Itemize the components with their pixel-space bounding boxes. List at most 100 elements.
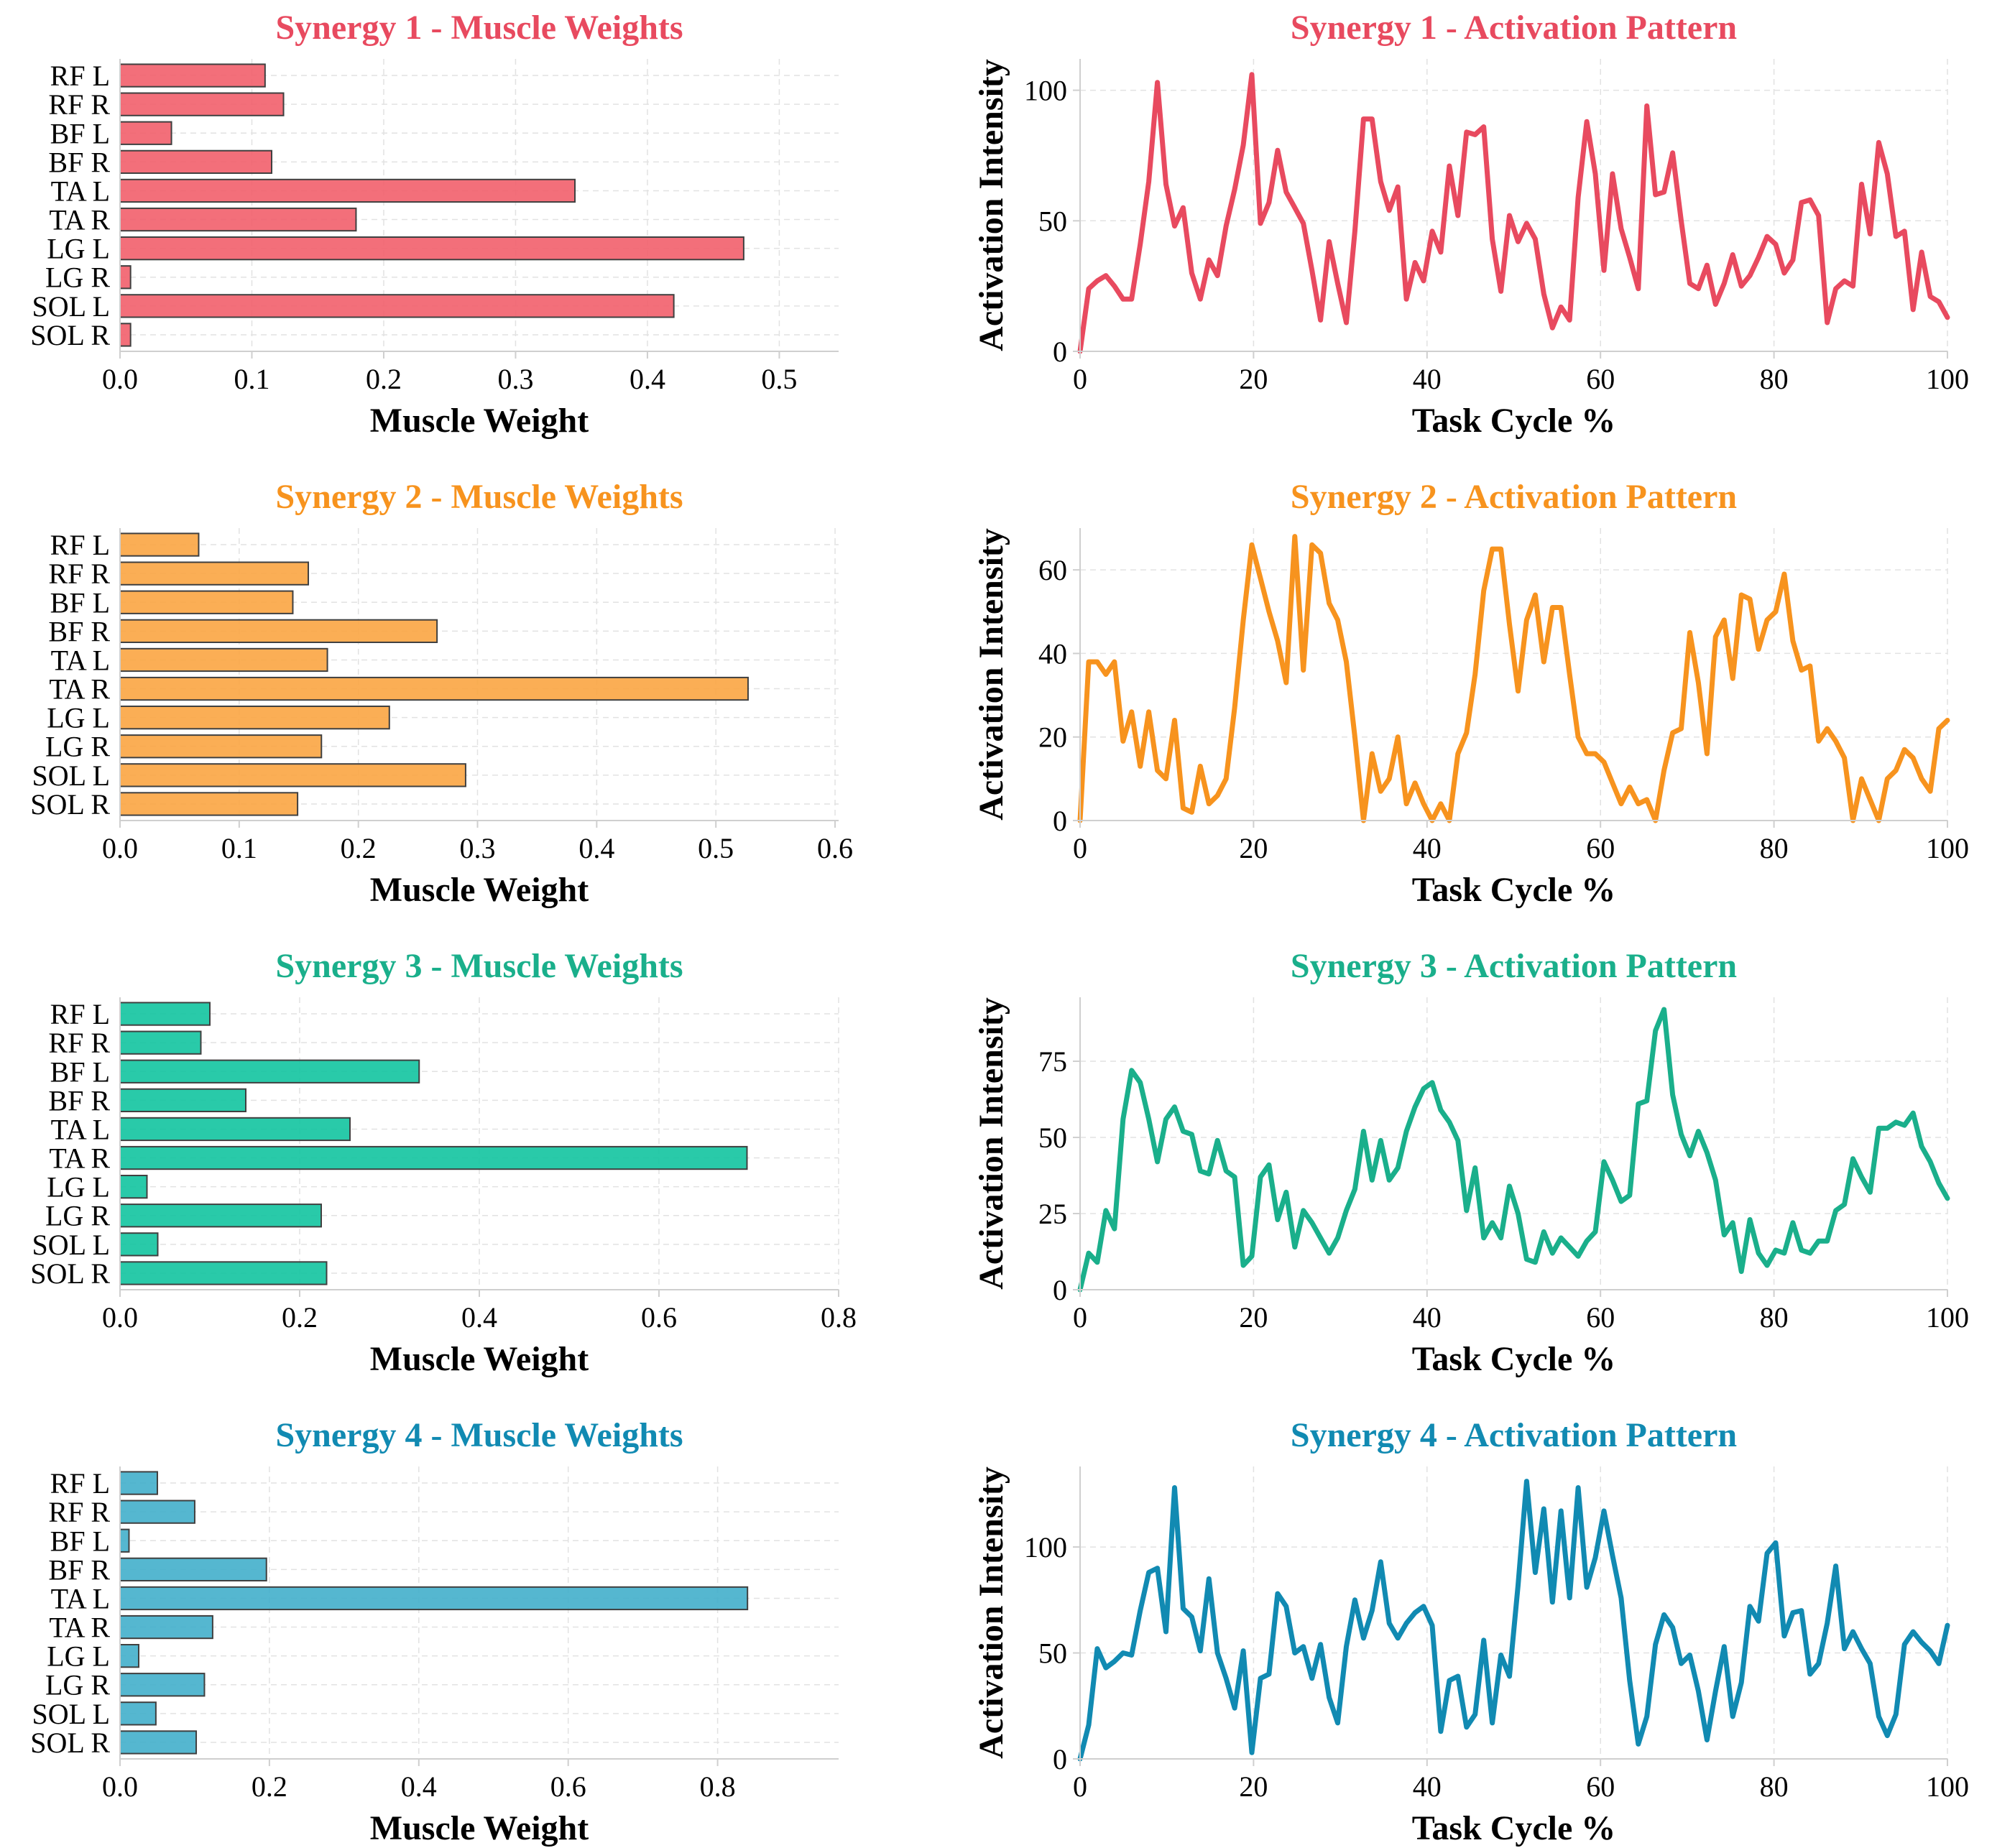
- x-tick-label: 40: [1413, 1770, 1442, 1803]
- panel-title: Synergy 1 - Muscle Weights: [275, 9, 683, 47]
- bar-ta-l: [120, 180, 575, 202]
- x-axis-label: Task Cycle %: [1412, 402, 1616, 440]
- x-tick-label: 40: [1413, 832, 1442, 864]
- bar-rf-l: [120, 1472, 157, 1494]
- y-tick-label: SOL R: [30, 788, 110, 821]
- y-tick-label: SOL R: [30, 319, 110, 351]
- bar-ta-r: [120, 1147, 747, 1169]
- bar-lg-l: [120, 237, 744, 259]
- y-tick-label: LG R: [45, 731, 110, 763]
- activation-panel-4: 0 20 40 60 80 100 0 50 100 Synergy 4 - Activation…: [972, 1416, 1969, 1847]
- bar-rf-l: [120, 1002, 210, 1025]
- x-tick-label: 20: [1239, 363, 1268, 395]
- x-tick-label: 0.0: [102, 363, 138, 395]
- bar-bf-r: [120, 1558, 267, 1581]
- x-tick-label: 0.0: [102, 832, 138, 864]
- y-axis-label: Activation Intensity: [972, 528, 1010, 821]
- bar-sol-l: [120, 764, 466, 786]
- y-tick-label: BF R: [48, 1553, 110, 1586]
- panel-title: Synergy 2 - Muscle Weights: [275, 478, 683, 516]
- bar-sol-l: [120, 1233, 158, 1255]
- panel-title: Synergy 3 - Muscle Weights: [275, 947, 683, 985]
- x-tick-label: 0.5: [761, 363, 797, 395]
- bar-bf-r: [120, 1089, 246, 1112]
- x-tick-label: 0.2: [252, 1770, 287, 1803]
- activation-line: [1080, 1010, 1947, 1290]
- x-tick-label: 0.0: [102, 1301, 138, 1334]
- bar-rf-r: [120, 1032, 201, 1054]
- y-tick-label: 0: [1053, 805, 1067, 837]
- y-tick-label: RF R: [48, 1027, 110, 1059]
- x-tick-label: 0: [1073, 1301, 1087, 1334]
- bar-rf-l: [120, 533, 198, 555]
- y-tick-label: RF L: [50, 1467, 110, 1500]
- bar-ta-r: [120, 1616, 213, 1638]
- y-tick-label: TA R: [49, 673, 110, 706]
- y-tick-label: 75: [1038, 1045, 1067, 1078]
- y-tick-label: 40: [1038, 637, 1067, 670]
- x-tick-label: 20: [1239, 1301, 1268, 1334]
- bar-rf-r: [120, 93, 284, 116]
- x-tick-label: 0.2: [282, 1301, 318, 1334]
- activation-panel-3: 0 20 40 60 80 100 0 25 50 75 Synergy 3 - Activatio…: [972, 947, 1969, 1378]
- panel-title: Synergy 4 - Muscle Weights: [275, 1416, 683, 1454]
- bar-rf-r: [120, 1501, 195, 1523]
- y-tick-label: RF R: [48, 88, 110, 121]
- activation-line: [1080, 75, 1947, 351]
- activation-line: [1080, 1482, 1947, 1759]
- x-tick-label: 20: [1239, 832, 1268, 864]
- x-tick-label: 0.2: [366, 363, 402, 395]
- y-tick-label: SOL L: [32, 759, 110, 792]
- y-tick-label: TA L: [51, 1582, 110, 1614]
- x-tick-label: 0.4: [401, 1770, 437, 1803]
- bar-sol-r: [120, 1262, 327, 1284]
- y-tick-label: BF R: [48, 615, 110, 647]
- y-tick-label: BF R: [48, 146, 110, 178]
- bar-lg-l: [120, 1175, 147, 1198]
- x-tick-label: 100: [1926, 832, 1969, 864]
- bar-bf-r: [120, 151, 272, 173]
- x-tick-label: 100: [1926, 1770, 1969, 1803]
- bar-ta-l: [120, 1118, 350, 1140]
- y-tick-label: RF L: [50, 529, 110, 561]
- y-tick-label: TA L: [51, 175, 110, 207]
- x-axis-label: Task Cycle %: [1412, 871, 1616, 909]
- activation-panel-1: 0 20 40 60 80 100 0 50 100 Synergy 1 - Activation…: [972, 9, 1969, 440]
- x-tick-label: 0.3: [497, 363, 533, 395]
- bar-sol-l: [120, 1702, 156, 1724]
- bar-bf-r: [120, 620, 437, 642]
- bar-ta-r: [120, 678, 748, 700]
- y-axis-label: Activation Intensity: [972, 997, 1010, 1290]
- bar-ta-r: [120, 208, 356, 231]
- y-tick-label: 100: [1024, 1531, 1067, 1563]
- x-tick-label: 0.1: [234, 363, 269, 395]
- bar-bf-l: [120, 591, 292, 614]
- bar-lg-r: [120, 1204, 321, 1226]
- x-tick-label: 0.1: [221, 832, 257, 864]
- y-tick-label: TA R: [49, 1142, 110, 1175]
- x-tick-label: 0.6: [641, 1301, 677, 1334]
- x-tick-label: 60: [1586, 832, 1615, 864]
- x-tick-label: 60: [1586, 363, 1615, 395]
- y-tick-label: LG R: [45, 262, 110, 294]
- bar-sol-l: [120, 295, 674, 317]
- y-tick-label: 50: [1038, 1122, 1067, 1154]
- bar-bf-l: [120, 122, 172, 144]
- y-tick-label: 25: [1038, 1198, 1067, 1230]
- x-tick-label: 0.8: [821, 1301, 857, 1334]
- bar-ta-l: [120, 1587, 747, 1609]
- y-tick-label: RF R: [48, 558, 110, 590]
- activation-panel-2: 0 20 40 60 80 100 0 20 40 60 Synergy 2 - Activatio…: [972, 478, 1969, 909]
- x-tick-label: 80: [1760, 1301, 1789, 1334]
- x-tick-label: 0: [1073, 363, 1087, 395]
- y-tick-label: 100: [1024, 75, 1067, 107]
- x-tick-label: 0.8: [700, 1770, 736, 1803]
- x-axis-label: Muscle Weight: [370, 1809, 589, 1847]
- bar-bf-l: [120, 1530, 129, 1552]
- y-tick-label: TA L: [51, 1113, 110, 1145]
- y-tick-label: LG L: [47, 702, 110, 734]
- y-tick-label: TA R: [49, 1612, 110, 1644]
- y-tick-label: SOL R: [30, 1257, 110, 1290]
